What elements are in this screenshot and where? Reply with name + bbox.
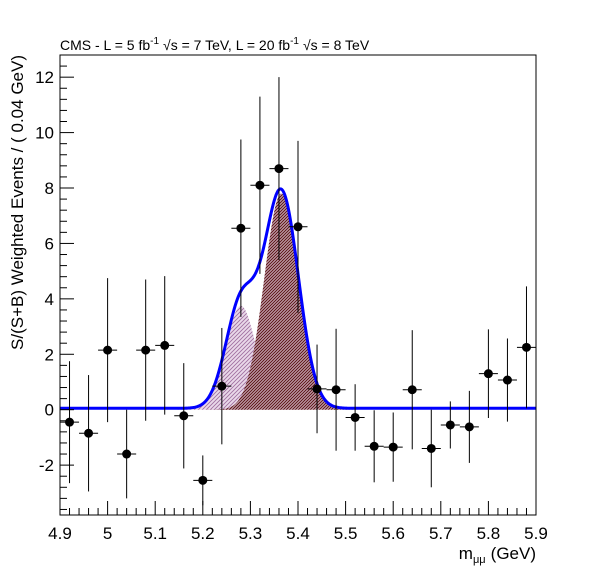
data-marker (350, 412, 360, 422)
data-point-9 (212, 327, 232, 445)
data-point-24 (497, 338, 517, 422)
y-tick-label: 8 (45, 179, 54, 198)
data-marker (236, 223, 246, 233)
data-marker (426, 443, 436, 453)
x-tick-label: 5.1 (143, 524, 167, 543)
data-point-7 (174, 363, 194, 469)
data-point-2 (79, 375, 99, 492)
data-marker (217, 381, 227, 391)
data-point-17 (364, 410, 384, 483)
x-tick-label: 5.3 (239, 524, 263, 543)
x-axis-ticks: 4.9 5 5.1 5.2 5.3 5.4 5.5 5.6 5.7 5.8 5.9 (48, 501, 548, 543)
data-marker (445, 420, 455, 430)
x-tick-label: 5.7 (429, 524, 453, 543)
data-marker (122, 449, 132, 459)
data-marker (274, 164, 284, 174)
plot-title: CMS - L = 5 fb-1 √s = 7 TeV, L = 20 fb-1 √… (60, 36, 370, 53)
data-point-21 (440, 401, 460, 449)
data-marker (521, 342, 531, 352)
data-marker (407, 385, 417, 395)
data-point-1 (60, 361, 80, 484)
x-tick-label: 5.5 (334, 524, 358, 543)
y-axis-ticks: -2 0 2 4 6 8 10 12 (35, 54, 74, 510)
y-tick-label: 12 (35, 68, 54, 87)
x-tick-label: 5.2 (191, 524, 215, 543)
data-marker (502, 375, 512, 385)
data-point-12 (269, 77, 289, 261)
y-tick-label: 0 (45, 401, 54, 420)
data-marker (464, 422, 474, 432)
x-tick-label: 5.4 (286, 524, 310, 543)
y-axis-title: S/(S+B) Weighted Events / ( 0.04 GeV) (8, 55, 27, 350)
data-marker (312, 384, 322, 394)
x-tick-label: 4.9 (48, 524, 72, 543)
y-tick-label: 10 (35, 124, 54, 143)
x-tick-label: 5 (103, 524, 112, 543)
data-marker (198, 475, 208, 485)
data-marker (179, 411, 189, 421)
data-point-23 (478, 329, 498, 419)
data-marker (483, 369, 493, 379)
data-point-20 (421, 409, 441, 488)
data-marker (65, 417, 75, 427)
data-marker (369, 441, 379, 451)
data-point-18 (383, 412, 403, 482)
data-points (60, 77, 536, 506)
data-point-10 (231, 139, 251, 317)
y-tick-label: 4 (45, 290, 54, 309)
data-point-4 (117, 409, 137, 499)
data-point-6 (155, 276, 175, 415)
data-marker (388, 442, 398, 452)
x-tick-label: 5.8 (477, 524, 501, 543)
data-marker (84, 428, 94, 438)
data-marker (331, 385, 341, 395)
data-point-14 (307, 344, 327, 434)
x-axis-title: mμμ (GeV) (459, 544, 536, 566)
data-marker (103, 345, 113, 355)
data-marker (293, 222, 303, 232)
data-marker (160, 340, 170, 350)
data-point-11 (250, 96, 270, 274)
data-point-22 (459, 390, 479, 463)
x-tick-label: 5.9 (524, 524, 548, 543)
y-tick-label: -2 (39, 456, 54, 475)
x-tick-label: 5.6 (381, 524, 405, 543)
data-point-13 (288, 140, 308, 313)
data-point-8 (193, 455, 213, 506)
data-point-25 (516, 286, 536, 409)
data-point-16 (345, 384, 365, 451)
data-point-3 (98, 278, 118, 423)
y-tick-label: 2 (45, 345, 54, 364)
data-marker (255, 180, 265, 190)
data-point-5 (136, 279, 156, 421)
data-point-19 (402, 330, 422, 450)
data-marker (141, 345, 151, 355)
data-point-15 (326, 328, 346, 451)
y-tick-label: 6 (45, 234, 54, 253)
